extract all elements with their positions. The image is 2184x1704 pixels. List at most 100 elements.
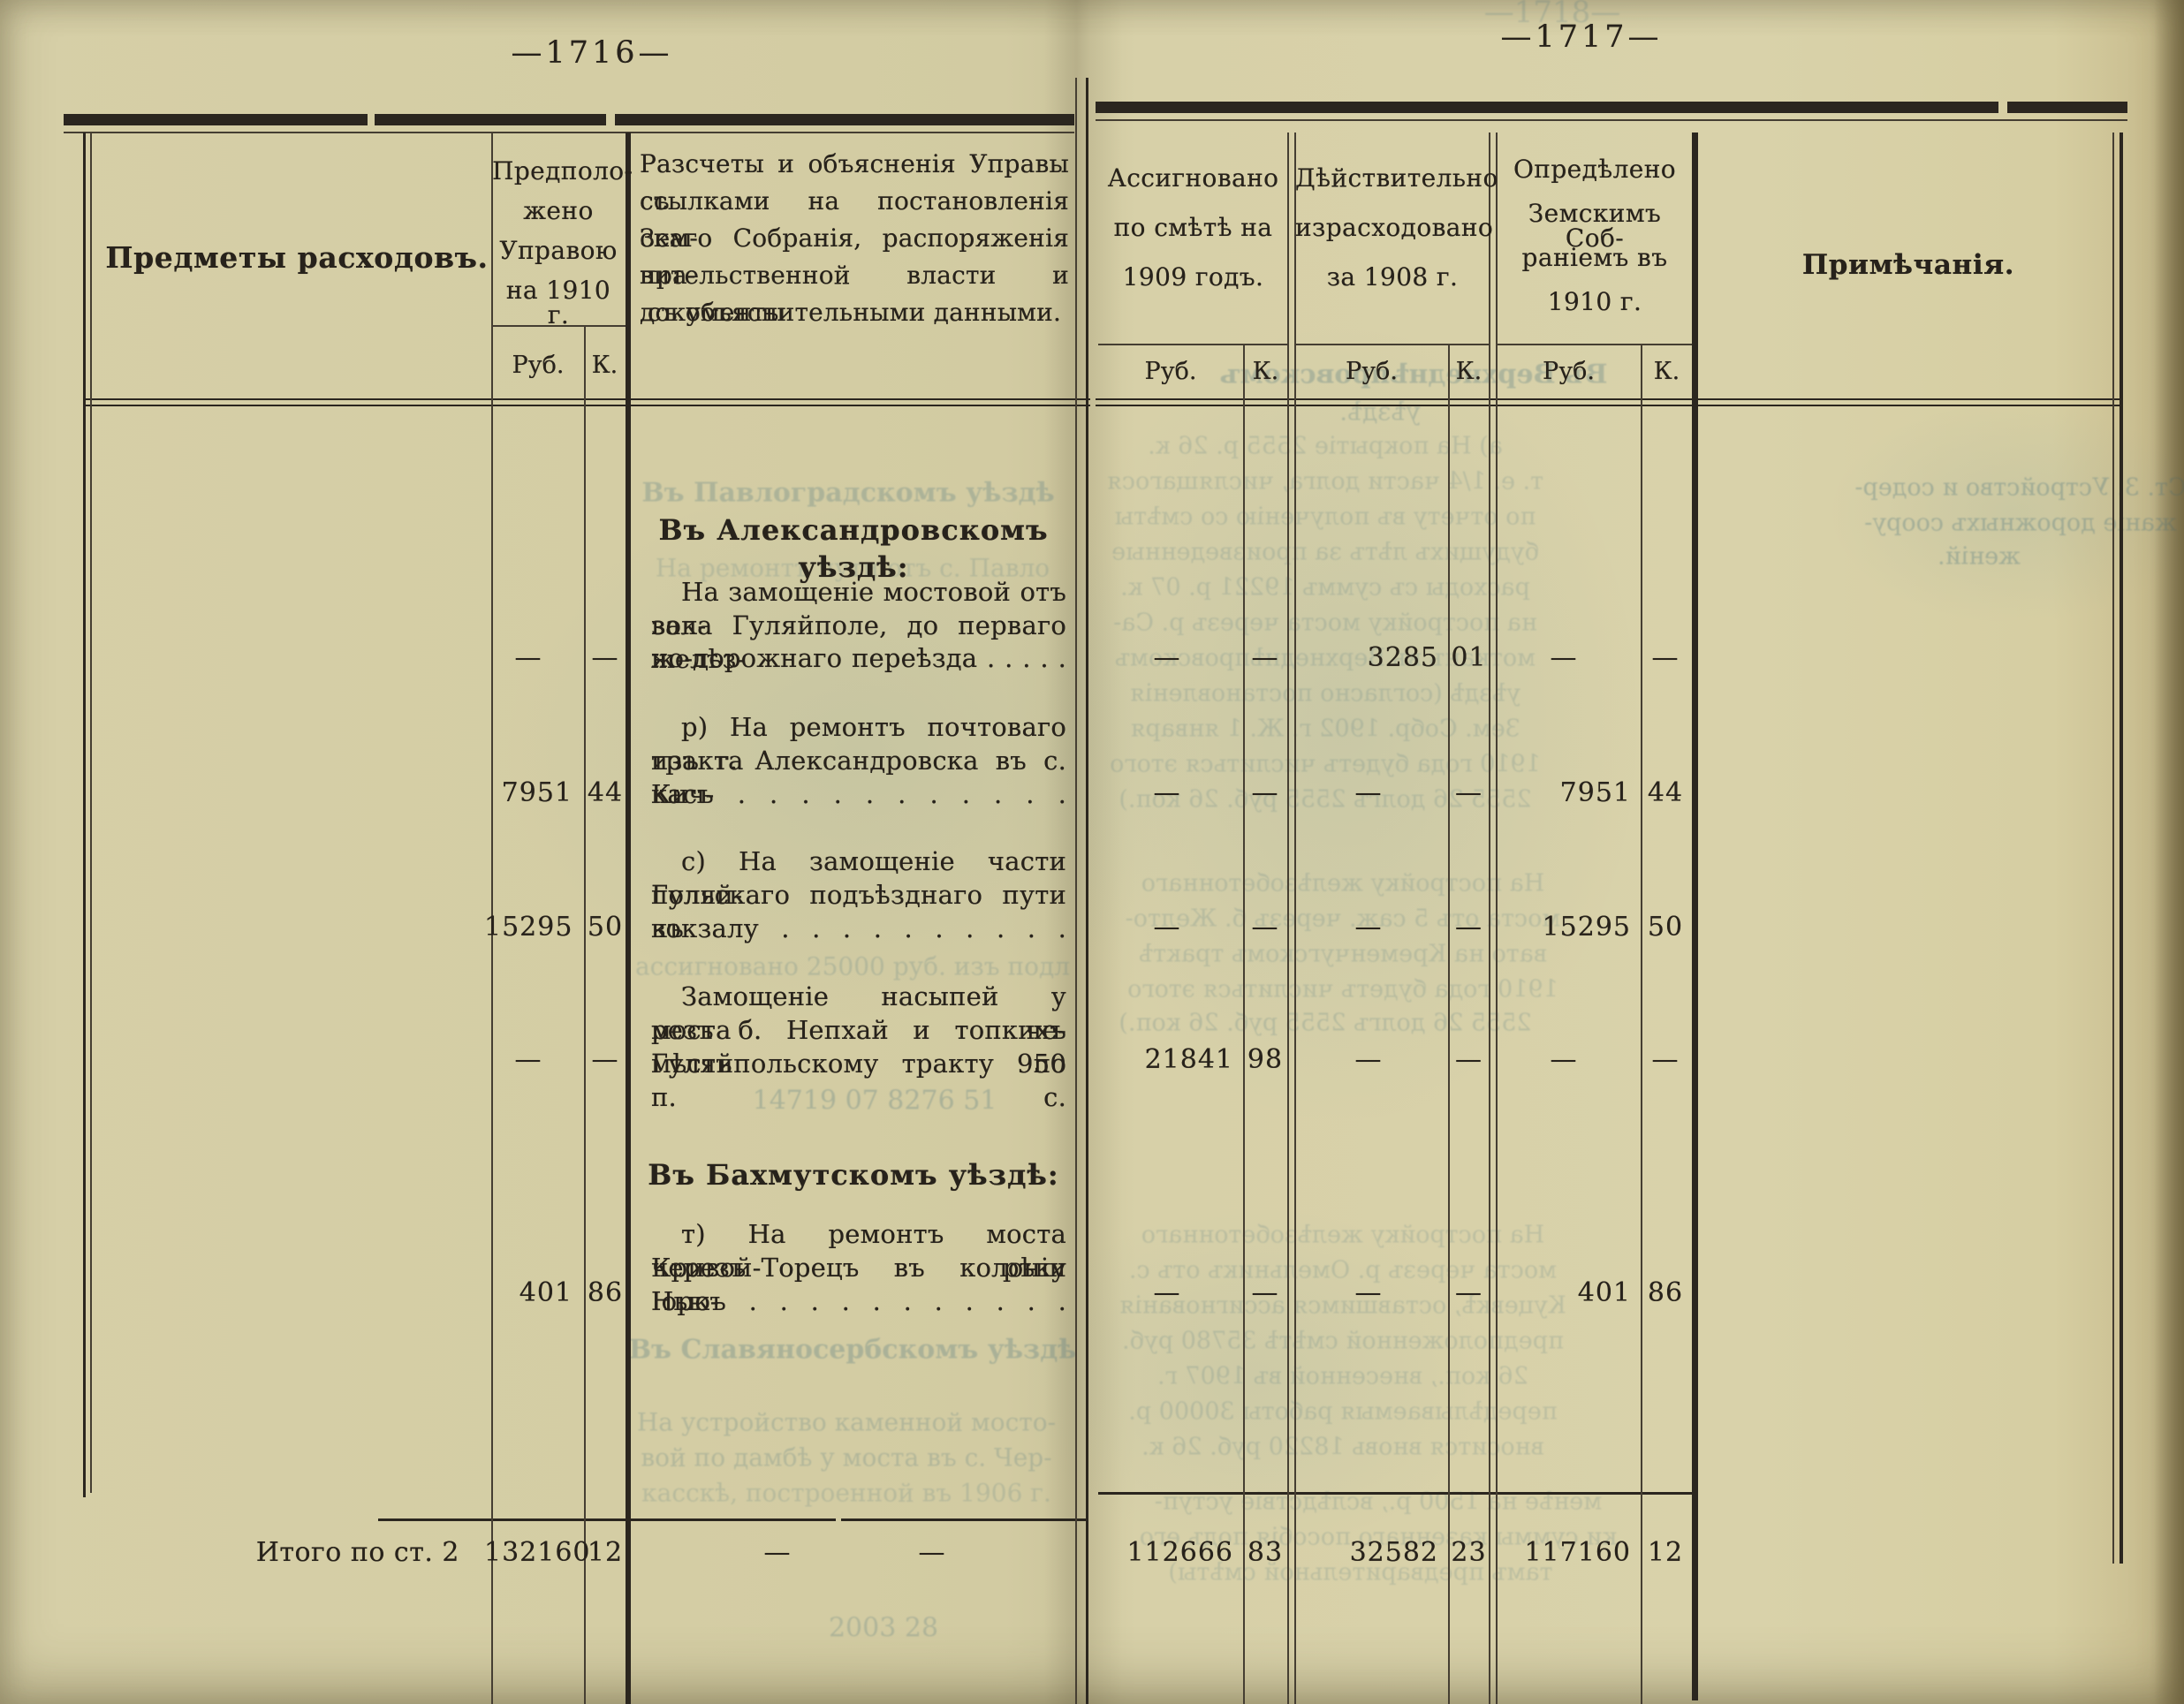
bleedthrough-text: будущихъ лѣтъ за произведенные (1111, 538, 1539, 566)
determined-kop-amount: 86 (1647, 1277, 1684, 1308)
assigned-kop-amount: 98 (1247, 1044, 1284, 1075)
entry-line: зала Гуляйполе, до перваго желѣз- (651, 610, 1066, 674)
subheader-rule (1098, 344, 1288, 345)
assigned-rub-amount: 112666 (1126, 1537, 1233, 1568)
entry-line: вокзалу . . . . . . . . . . (651, 913, 1066, 943)
spent-kop-dash: — (1455, 1044, 1483, 1075)
proposed-kop-amount: 12 (587, 1537, 624, 1568)
rub-label: Руб. (1144, 358, 1197, 385)
total-explanation-dash: — (763, 1537, 792, 1568)
rub-label: Руб. (1543, 358, 1595, 385)
bleedthrough-text: уѣздѣ (согласно постановленія (1129, 679, 1521, 708)
total-rule (841, 1518, 1088, 1521)
bleedthrough-text: расходы съ суммъ 19221 р. 07 к. (1120, 573, 1530, 602)
proposed-kop-dash: — (591, 1044, 619, 1075)
entry-line: резъ б. Непхай и топкихъ мѣстъ по (651, 1015, 1066, 1079)
column-header-assigned: 1909 годъ. (1122, 262, 1264, 292)
bleedthrough-text: Въ Славяносербскомъ уѣздѣ (628, 1334, 1077, 1366)
total-row-label: Итого по ст. 2 (255, 1537, 459, 1568)
column-header-spent: за 1908 г. (1326, 262, 1459, 292)
fold-line (1086, 78, 1088, 1704)
bleedthrough-text: 2003 28 (828, 1612, 939, 1644)
bleedthrough-text: ассигновано 25000 руб. изъ подл (634, 951, 1071, 981)
spent-kop-dash: — (1455, 912, 1483, 943)
assigned-kop-dash: — (1251, 642, 1279, 673)
column-header-assigned: Ассигновано (1107, 163, 1279, 193)
column-divider-heavy (626, 133, 631, 1704)
determined-kop-amount: 12 (1647, 1537, 1684, 1568)
spent-rub-dash: — (1354, 1277, 1383, 1308)
bleedthrough-text: На постройку желѣзобетоннаго (1141, 869, 1545, 897)
spent-kop-dash: — (1455, 777, 1483, 808)
table-border-right (2120, 133, 2123, 1564)
top-rule-thin (64, 132, 1074, 133)
top-rule (615, 114, 1074, 125)
entry-line: касъ . . . . . . . . . . . (651, 779, 1066, 809)
proposed-kop-amount: 50 (587, 912, 624, 943)
determined-kop-dash: — (1651, 642, 1680, 673)
column-divider (1489, 133, 1490, 1704)
proposed-kop-dash: — (591, 642, 619, 673)
subheader-rule (1497, 344, 1693, 345)
total-rule (1098, 1492, 1694, 1495)
total-rule (378, 1518, 836, 1521)
bleedthrough-text: 1910 года будетъ числиться этого (1127, 975, 1558, 1003)
bleedthrough-text: касскѣ, построенной въ 1906 г. (641, 1478, 1051, 1508)
top-rule-thin (1096, 119, 2127, 121)
column-divider (1294, 133, 1296, 1704)
assigned-kop-dash: — (1251, 1277, 1279, 1308)
column-header-proposed: жено (523, 196, 594, 225)
spent-rub-amount: 3285 (1367, 642, 1438, 673)
entry-line: но-дорожнаго переѣзда . . . . . (651, 643, 1066, 673)
table-border-left (83, 133, 86, 1497)
bleedthrough-text: женій. (1937, 542, 2021, 571)
assigned-kop-dash: — (1251, 912, 1279, 943)
header-bottom-rule (83, 405, 1090, 406)
entry-line: с) На замощеніе части Гуляй- (651, 846, 1066, 910)
bleedthrough-text: 14719 07 8276 51 (752, 1085, 997, 1117)
column-header-proposed: Управою (499, 236, 618, 265)
column-header-proposed: Предполо- (492, 156, 633, 186)
bleedthrough-text: 2555 26 долгъ 2555 руб. 26 коп.) (1119, 1009, 1532, 1037)
top-rule (375, 114, 606, 125)
determined-rub-amount: 117160 (1524, 1537, 1631, 1568)
rub-kop-divider (584, 327, 586, 1704)
entry-line: польскаго подъѣзднаго пути къ (651, 880, 1066, 943)
entry-line: т) На ремонтъ моста черезъ рѣку (651, 1219, 1066, 1283)
page-number-left: —1716— (511, 35, 673, 71)
rub-kop-divider (1641, 345, 1642, 1704)
header-bottom-rule (1096, 398, 2122, 400)
spent-kop-amount: 01 (1451, 642, 1487, 673)
proposed-rub-dash: — (514, 642, 542, 673)
spent-kop-amount: 23 (1451, 1537, 1487, 1568)
column-header-explanations: ссылками на постановленія Зем- (640, 186, 1069, 253)
bleedthrough-text: передѣлываемыя работы 30000 р. (1128, 1397, 1558, 1426)
bleedthrough-text: Въ Павлоградскомъ уѣздѣ (641, 477, 1055, 509)
column-divider (1287, 133, 1289, 1704)
entry-line: Іоркъ . . . . . . . . . . . (651, 1286, 1066, 1316)
column-header-explanations: Разсчеты и объясненія Управы съ (640, 149, 1069, 216)
kop-label: К. (1252, 358, 1279, 385)
proposed-rub-dash: — (514, 1044, 542, 1075)
rub-kop-divider (1448, 345, 1450, 1704)
bleedthrough-text: вносится вновь 18220 руб. 26 к. (1141, 1433, 1544, 1461)
notes-border-heavy (1692, 133, 1698, 1700)
bleedthrough-text: На ремонтъ пути отъ с. Павло (655, 553, 1050, 583)
proposed-rub-amount: 7951 (501, 777, 573, 808)
top-rule (2007, 102, 2127, 113)
top-rule (1096, 102, 1998, 113)
determined-rub-dash: — (1550, 642, 1578, 673)
rub-label: Руб. (512, 352, 565, 379)
total-explanation-dash: — (918, 1537, 946, 1568)
proposed-kop-amount: 86 (587, 1277, 624, 1308)
bleedthrough-text: —1718— (1483, 0, 1621, 30)
entry-line: Кривой-Торецъ въ колоніи Нью- (651, 1253, 1066, 1316)
column-header-determined: раніемъ въ (1521, 243, 1668, 272)
bleedthrough-text: На устройство каменной мосто- (636, 1407, 1057, 1437)
entry-line: изъ г. Александровска въ с. Кич- (651, 746, 1066, 809)
entry-line: р) На ремонтъ почтоваго тракта (651, 712, 1066, 776)
determined-rub-amount: 401 (1577, 1277, 1631, 1308)
bleedthrough-text: на постройку моста черезъ р. Са- (1113, 609, 1537, 637)
bleedthrough-text: жаніе дорожныхъ соору- (1864, 509, 2177, 537)
